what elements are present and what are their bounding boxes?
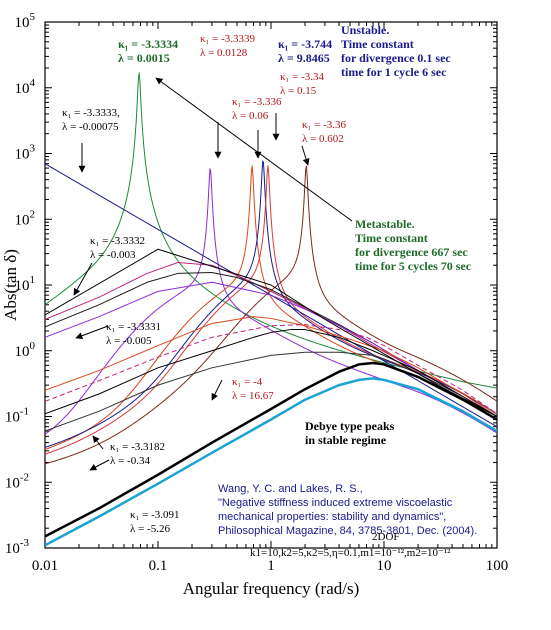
annotation-a17-line: k1=10,k2=5,κ2=5,η=0.1,m1=10⁻¹²,m2=10⁻¹²: [250, 547, 451, 559]
axis-ticks: 0.01 0.1 1 10 100 10-3 10-2 10-1 100 101 102 103 104…: [5, 11, 508, 574]
annotation-arrow: [92, 435, 104, 450]
series-line-7: [45, 163, 497, 428]
annotation-a2-line: κ₁ = -3.3339: [200, 33, 255, 45]
annotation-a11-line: κ₁ = -3.3331: [106, 321, 161, 333]
series-line-12: [45, 324, 497, 415]
series-line-11: [45, 316, 497, 417]
annotation-a12-line: κ₁ = -4: [232, 376, 263, 388]
series-line-4: [45, 160, 497, 448]
series-group: [45, 72, 497, 547]
series-line-13: [45, 329, 497, 417]
annotation-a15-line: "Negative stiffness induced extreme visc…: [218, 497, 453, 509]
annotation-a1-line: κ₁ = -3.3334: [118, 37, 178, 51]
annotation-arrow: [89, 459, 110, 471]
annotation-a14-line: κ₁ = -3.3182: [110, 441, 165, 453]
annotation-a8-line: λ = -0.00075: [62, 121, 119, 133]
annotation-a7-line: λ = 0.602: [302, 133, 344, 145]
annotation-a9-line: for divergence 667 sec: [355, 245, 468, 259]
y-tick-label: 101: [15, 274, 36, 294]
y-tick-label: 103: [15, 143, 36, 163]
series-line-16: [45, 377, 497, 547]
x-tick-label: 10: [377, 558, 392, 574]
annotation-a15-line: Philosophical Magazine, 84, 3785-3801, D…: [218, 525, 477, 537]
annotation-a3-line: κ₁ = -3.744: [278, 37, 332, 51]
annotation-a11-line: λ = -0.005: [106, 335, 152, 347]
series-line-15: [45, 361, 497, 538]
y-tick-label: 104: [15, 77, 36, 97]
annotation-a10-line: κ₁ = -3.3332: [90, 235, 145, 247]
series-line-2: [45, 168, 497, 435]
annotation-a14-line: λ = -0.34: [110, 455, 150, 467]
x-axis-label: Angular frequency (rad/s): [183, 579, 360, 598]
annotation-a12-line: λ = 16.67: [232, 390, 274, 402]
annotation-a16-line: 2DOF: [372, 531, 400, 543]
annotation-a15-line: Wang, Y. C. and Lakes, R. S.,: [218, 483, 363, 495]
y-tick-label: 10-3: [5, 537, 30, 557]
annotation-a10-line: λ = -0.003: [90, 249, 136, 261]
y-tick-label: 102: [15, 208, 36, 228]
y-axis-label: Abs(tan δ): [1, 249, 20, 321]
annotation-a9-line: Time constant: [355, 231, 428, 245]
annotation-a5-line: λ = 0.15: [280, 85, 317, 97]
series-line-1: [45, 72, 497, 389]
annotation-a4-line: Unstable.: [341, 23, 389, 37]
annotation-a5-line: κ₁ = -3.34: [280, 71, 324, 83]
annotation-a18-line: λ = -5.26: [130, 523, 170, 535]
series-line-6: [45, 165, 497, 465]
annotation-a4-line: Time constant: [341, 37, 414, 51]
annotation-a7-line: κ₁ = -3.36: [302, 119, 346, 131]
annotation-a1-line: λ = 0.0015: [118, 51, 170, 65]
annotation-a18-line: κ₁ = -3.091: [130, 509, 180, 521]
annotation-a13-line: in stable regime: [305, 433, 387, 447]
annotation-a8-line: κ₁ = -3.3333,: [62, 107, 120, 119]
y-tick-label: 10-1: [5, 406, 29, 426]
x-tick-label: 0.1: [149, 558, 168, 574]
annotation-a9-line: Metastable.: [355, 217, 415, 231]
x-tick-label: 1: [267, 558, 275, 574]
annotation-arrow: [155, 77, 353, 222]
annotation-a2-line: λ = 0.0128: [200, 47, 248, 59]
y-tick-label: 100: [15, 340, 36, 360]
y-tick-label: 10-2: [5, 471, 29, 491]
annotation-arrow: [301, 145, 310, 166]
annotation-arrows: [73, 77, 353, 471]
annotation-a4-line: for divergence 0.1 sec: [341, 51, 451, 65]
annotation-a13-line: Debye type peaks: [305, 419, 395, 433]
annotation-a3-line: λ = 9.8465: [278, 51, 330, 65]
annotation-a6-line: λ = 0.06: [232, 110, 269, 122]
annotation-a4-line: time for 1 cycle 6 sec: [341, 65, 447, 79]
y-tick-label: 105: [15, 11, 36, 31]
annotation-arrow: [211, 379, 223, 401]
series-line-17: [45, 248, 497, 417]
annotation-a6-line: κ₁ = -3.336: [232, 96, 282, 108]
annotation-arrow: [73, 262, 93, 296]
annotation-a15-line: mechanical properties: stability and dyn…: [218, 511, 446, 523]
x-tick-label: 0.01: [32, 558, 58, 574]
x-tick-label: 100: [486, 558, 509, 574]
annotation-a9-line: time for 5 cycles 70 sec: [355, 259, 472, 273]
annotation-arrow: [75, 325, 109, 340]
